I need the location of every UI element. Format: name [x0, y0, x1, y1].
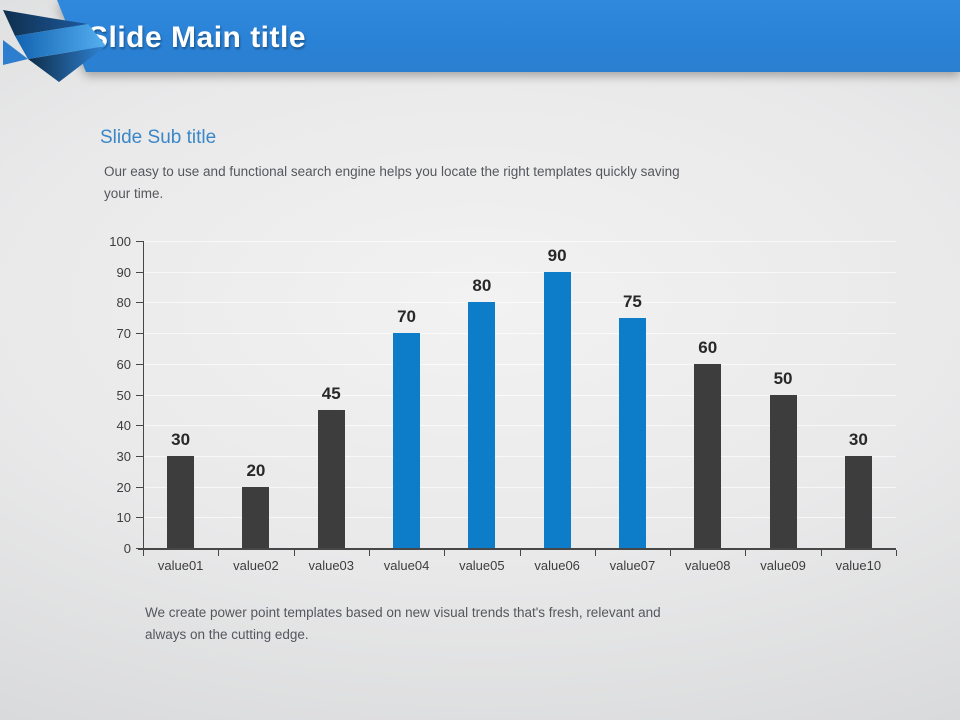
x-axis-category-label: value07	[609, 558, 656, 573]
y-axis-tick	[136, 517, 143, 519]
slide-description: Our easy to use and functional search en…	[104, 164, 680, 201]
bar-value-label: 30	[848, 429, 868, 449]
x-axis-tick	[444, 550, 446, 556]
bar-value-label: 90	[547, 245, 567, 265]
ribbon-left-fold	[3, 40, 28, 65]
bar	[167, 455, 195, 548]
gridline	[143, 241, 896, 242]
y-axis-tick-label: 0	[123, 541, 131, 556]
bar-value-label: 70	[397, 307, 416, 327]
bar-value-label: 30	[171, 429, 191, 449]
x-axis-category-label: value02	[233, 558, 279, 573]
ribbon-back-fold	[3, 10, 88, 36]
header-banner	[0, 0, 960, 72]
gridline	[143, 425, 896, 427]
bar-value-label: 75	[622, 291, 642, 311]
bar	[618, 317, 646, 548]
x-axis-category-label: value03	[308, 558, 355, 573]
y-axis-tick	[136, 394, 143, 396]
bar	[468, 302, 496, 548]
x-axis-category-label: value04	[383, 558, 430, 573]
bar	[317, 409, 345, 548]
y-axis-tick	[136, 486, 143, 488]
x-axis-tick	[745, 550, 747, 556]
x-axis-tick	[820, 550, 822, 556]
bar	[242, 486, 270, 548]
x-axis-category-label: value06	[534, 558, 580, 573]
x-axis-category-label: value05	[459, 558, 505, 573]
y-axis-tick-label: 70	[116, 326, 131, 342]
gridline	[143, 363, 896, 365]
y-axis-tick-label: 30	[116, 448, 131, 464]
y-axis-tick-label: 40	[116, 418, 131, 434]
y-axis-tick	[136, 271, 143, 273]
gridline	[143, 271, 896, 273]
bar-value-label: 60	[698, 337, 718, 357]
bar-value-label: 45	[321, 383, 341, 403]
y-axis-tick	[136, 425, 143, 427]
header-banner-shape	[57, 0, 960, 72]
gridline	[143, 517, 896, 519]
gridline	[143, 486, 896, 488]
y-axis-tick	[136, 333, 143, 335]
x-axis-category-label: value10	[835, 558, 882, 573]
x-axis-category-label: value01	[157, 558, 204, 573]
gridline	[143, 394, 896, 396]
y-axis-tick	[136, 241, 143, 242]
slide-footer-note: We create power point templates based on…	[145, 605, 661, 642]
slide-main-title: Slide Main title	[88, 21, 307, 54]
x-axis-tick	[143, 550, 144, 556]
x-axis-line	[138, 548, 896, 550]
x-axis-category-label: value08	[684, 558, 731, 573]
bar	[844, 455, 872, 548]
bar	[769, 394, 797, 548]
bar-value-label: 50	[773, 368, 793, 388]
y-axis-tick-label: 20	[116, 479, 131, 495]
y-axis-tick-label: 90	[116, 264, 131, 280]
x-axis-tick	[594, 550, 596, 556]
bar-value-label: 20	[246, 460, 266, 480]
x-axis-tick	[670, 550, 672, 556]
y-axis-tick	[136, 455, 143, 457]
bar	[393, 333, 421, 548]
bar-value-label: 80	[472, 276, 492, 296]
y-axis-line	[143, 241, 144, 548]
ribbon-tail	[28, 46, 106, 82]
gridline	[143, 455, 896, 457]
y-axis-tick-label: 60	[116, 356, 131, 372]
ribbon-front-fold	[15, 24, 106, 59]
x-axis-tick	[218, 550, 220, 556]
ribbon-fold-icon	[3, 10, 106, 82]
y-axis-tick	[136, 302, 143, 304]
x-axis-tick	[368, 550, 370, 556]
y-axis-tick-label: 50	[116, 387, 131, 403]
slide-sub-title: Slide Sub title	[100, 127, 217, 148]
bar	[694, 363, 722, 548]
y-axis-tick-label: 80	[116, 295, 131, 311]
x-axis-tick	[896, 550, 897, 556]
y-axis-tick-label: 100	[109, 234, 131, 249]
x-axis-category-label: value09	[760, 558, 806, 573]
x-axis-tick	[519, 550, 521, 556]
y-axis-tick-label: 10	[116, 510, 131, 526]
gridline	[143, 333, 896, 335]
x-axis-tick	[293, 550, 295, 556]
bar	[543, 271, 571, 548]
gridline	[143, 302, 896, 304]
y-axis-tick	[136, 363, 143, 365]
